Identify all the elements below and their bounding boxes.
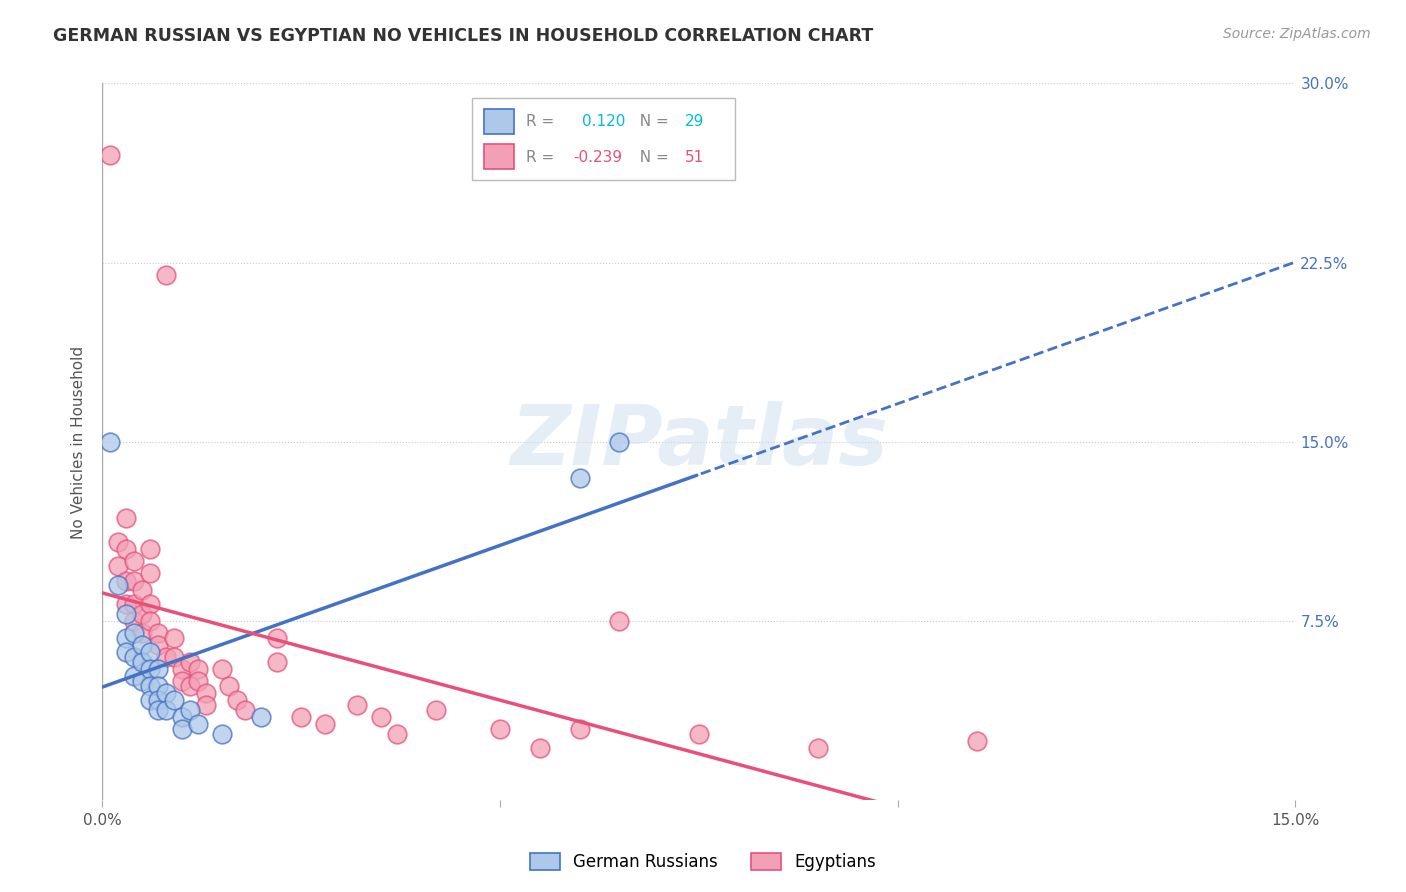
Bar [472,98,734,180]
Text: N =: N = [630,114,673,129]
Point [115,574,138,588]
Legend: German Russians, Egyptians: German Russians, Egyptians [522,845,884,880]
Point [139,542,162,557]
Point [607,614,630,628]
Text: 29: 29 [685,114,704,129]
Point [98,148,121,162]
Point [226,693,249,707]
Point [115,511,138,525]
Point [607,434,630,449]
Point [139,598,162,612]
Point [385,726,408,740]
Point [187,662,209,676]
Point [266,631,288,645]
Point [155,686,177,700]
Point [122,598,145,612]
Point [115,607,138,621]
Point [170,722,193,736]
Point [425,703,447,717]
Text: N =: N = [630,150,673,165]
Point [115,631,138,645]
Text: GERMAN RUSSIAN VS EGYPTIAN NO VEHICLES IN HOUSEHOLD CORRELATION CHART: GERMAN RUSSIAN VS EGYPTIAN NO VEHICLES I… [53,27,873,45]
Point [139,679,162,693]
Text: -0.239: -0.239 [574,150,623,165]
Point [346,698,368,712]
Point [163,650,186,665]
Point [115,598,138,612]
Point [122,614,145,628]
Point [489,722,512,736]
Y-axis label: No Vehicles in Household: No Vehicles in Household [72,345,86,539]
Point [139,662,162,676]
Point [139,693,162,707]
Point [235,703,257,717]
Point [139,645,162,659]
Point [146,662,169,676]
Point [131,655,153,669]
Point [170,673,193,688]
Point [163,693,186,707]
Point [146,693,169,707]
Point [146,626,169,640]
Point [131,583,153,598]
Point [187,717,209,731]
Point [107,578,129,592]
Point [155,703,177,717]
Point [966,733,988,747]
Point [194,686,217,700]
Point [115,645,138,659]
Point [139,566,162,581]
Point [107,535,129,549]
Point [131,607,153,621]
Point [179,703,201,717]
Point [218,679,240,693]
Point [179,679,201,693]
Point [688,726,710,740]
Text: ZIPatlas: ZIPatlas [510,401,887,483]
Point [139,614,162,628]
Text: R =: R = [526,150,560,165]
Point [122,554,145,568]
Point [314,717,336,731]
Point [266,655,288,669]
Text: Source: ZipAtlas.com: Source: ZipAtlas.com [1223,27,1371,41]
Point [211,662,233,676]
Point [146,703,169,717]
Point [370,710,392,724]
Point [290,710,312,724]
Point [146,638,169,652]
Point [122,626,145,640]
Point [122,574,145,588]
Point [163,631,186,645]
Point [146,679,169,693]
Point [98,434,121,449]
Bar [484,109,513,134]
Point [568,722,591,736]
Point [115,542,138,557]
Point [170,662,193,676]
Point [568,471,591,485]
Point [194,698,217,712]
Point [107,559,129,574]
Point [122,669,145,683]
Point [179,655,201,669]
Point [122,650,145,665]
Point [170,710,193,724]
Point [211,726,233,740]
Point [155,650,177,665]
Point [155,268,177,282]
Point [187,673,209,688]
Point [131,626,153,640]
Point [807,740,830,755]
Point [131,673,153,688]
Text: 51: 51 [685,150,704,165]
Point [131,638,153,652]
Bar [484,145,513,169]
Point [250,710,273,724]
Point [529,740,551,755]
Text: 0.120: 0.120 [582,114,626,129]
Text: R =: R = [526,114,560,129]
